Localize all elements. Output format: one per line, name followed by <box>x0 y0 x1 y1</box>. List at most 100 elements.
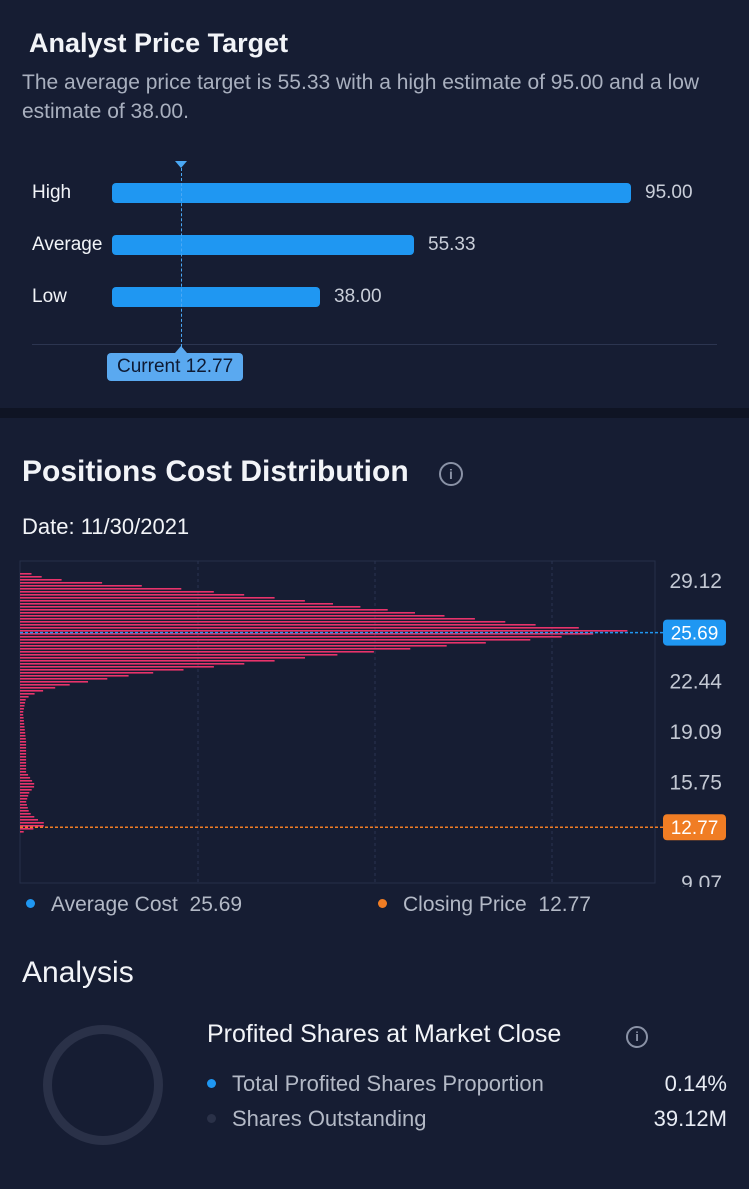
distribution-bar-80 <box>20 813 31 815</box>
legend-average-label: Average Cost <box>51 893 178 916</box>
bar-value-average: 55.33 <box>428 234 476 255</box>
row-profited-proportion: Total Profited Shares Proportion 0.14% <box>207 1071 727 1097</box>
legend-average-cost: Average Cost 25.69 <box>26 893 242 917</box>
legend-closing-label: Closing Price <box>403 893 527 916</box>
distribution-bar-5 <box>20 588 182 590</box>
distribution-bar-12 <box>20 609 388 611</box>
distribution-bar-79 <box>20 810 29 812</box>
distribution-bar-83 <box>20 822 44 824</box>
distribution-bar-4 <box>20 585 142 587</box>
distribution-bar-65 <box>20 768 27 770</box>
distribution-bar-34 <box>20 675 129 677</box>
distribution-bar-46 <box>20 711 24 713</box>
analyst-description: The average price target is 55.33 with a… <box>22 71 700 123</box>
distribution-bar-37 <box>20 684 70 686</box>
closing-price-badge <box>663 814 726 841</box>
distribution-bar-78 <box>20 807 28 809</box>
distribution-bar-66 <box>20 771 27 773</box>
distribution-bar-51 <box>20 726 25 728</box>
outstanding-label: Shares Outstanding <box>232 1106 427 1131</box>
distribution-bar-39 <box>20 690 44 692</box>
bar-label-high: High <box>32 182 72 203</box>
distribution-bar-53 <box>20 732 26 734</box>
outstanding-dot-icon <box>207 1113 216 1123</box>
bar-average <box>112 235 414 255</box>
outstanding-value: 39.12M <box>653 1106 727 1131</box>
distribution-bar-42 <box>20 699 26 701</box>
distribution-bar-49 <box>20 720 24 722</box>
y-tick-6: 9.07 <box>681 872 722 887</box>
analysis-title: Analysis <box>22 956 134 989</box>
distribution-bar-33 <box>20 672 154 674</box>
distribution-bar-56 <box>20 741 27 743</box>
legend-closing-value: 12.77 <box>538 893 591 916</box>
distribution-bar-85 <box>20 828 34 830</box>
positions-date: Date: 11/30/2021 <box>22 514 190 539</box>
distribution-bar-43 <box>20 702 26 704</box>
distribution-bar-82 <box>20 819 38 821</box>
section-divider <box>0 408 749 418</box>
distribution-bar-60 <box>20 753 27 755</box>
distribution-bar-81 <box>20 816 35 818</box>
chart-baseline <box>32 344 717 345</box>
distribution-bar-17 <box>20 624 536 626</box>
distribution-bar-30 <box>20 663 245 665</box>
distribution-bar-26 <box>20 651 374 653</box>
distribution-bar-35 <box>20 678 108 680</box>
distribution-bar-31 <box>20 666 214 668</box>
current-price-marker-icon <box>175 161 187 168</box>
reference-lines: 25.69 12.77 <box>20 619 726 841</box>
bar-low <box>112 287 320 307</box>
distribution-bar-21 <box>20 636 562 638</box>
profited-shares-title: Profited Shares at Market Close <box>207 1020 562 1048</box>
distribution-bar-54 <box>20 735 26 737</box>
distribution-bar-63 <box>20 762 27 764</box>
distribution-bar-29 <box>20 660 275 662</box>
distribution-bar-52 <box>20 729 25 731</box>
distribution-bar-59 <box>20 750 27 752</box>
distribution-bar-28 <box>20 657 305 659</box>
profited-info-icon[interactable]: i <box>626 1026 648 1048</box>
distribution-bar-77 <box>20 804 27 806</box>
distribution-bar-3 <box>20 582 103 584</box>
distribution-bar-11 <box>20 606 361 608</box>
distribution-bar-76 <box>20 801 27 803</box>
distribution-bar-64 <box>20 765 27 767</box>
distribution-bars <box>20 573 628 833</box>
distribution-bar-72 <box>20 789 32 791</box>
distribution-bar-48 <box>20 717 24 719</box>
average-cost-dot-icon <box>26 898 35 908</box>
current-price-line <box>181 168 182 352</box>
distribution-bar-69 <box>20 780 33 782</box>
distribution-bar-55 <box>20 738 26 740</box>
distribution-bar-9 <box>20 600 305 602</box>
distribution-bar-6 <box>20 591 214 593</box>
distribution-bar-20 <box>20 633 594 635</box>
distribution-bar-8 <box>20 597 275 599</box>
distribution-bar-13 <box>20 612 415 614</box>
bar-label-low: Low <box>32 286 67 307</box>
distribution-bar-58 <box>20 747 27 749</box>
distribution-bar-1 <box>20 576 42 578</box>
y-tick-4: 15.75 <box>669 771 722 794</box>
distribution-bar-57 <box>20 744 27 746</box>
y-tick-2: 22.44 <box>669 671 722 694</box>
bar-value-low: 38.00 <box>334 286 382 307</box>
distribution-bar-44 <box>20 705 25 707</box>
distribution-bar-62 <box>20 759 27 761</box>
distribution-bar-38 <box>20 687 56 689</box>
analyst-price-target-card <box>0 0 749 408</box>
distribution-bar-15 <box>20 618 475 620</box>
y-tick-3: 19.09 <box>669 721 722 744</box>
distribution-bar-24 <box>20 645 447 647</box>
distribution-bar-2 <box>20 579 62 581</box>
bar-label-average: Average <box>32 234 103 255</box>
distribution-bar-40 <box>20 693 35 695</box>
chart-grid <box>19 560 656 884</box>
distribution-bar-45 <box>20 708 24 710</box>
info-icon[interactable]: i <box>439 462 463 486</box>
y-tick-0: 29.12 <box>669 570 722 593</box>
bar-value-high: 95.00 <box>645 182 693 203</box>
closing-price-dot-icon <box>378 898 387 908</box>
